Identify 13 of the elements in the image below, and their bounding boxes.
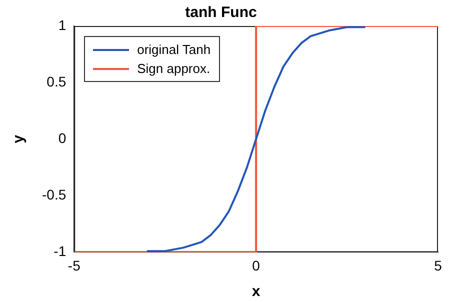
y-tick-label: -0.5 [42, 186, 66, 203]
x-tick-label: -5 [68, 257, 81, 274]
y-tick-label: 0.5 [46, 73, 66, 90]
legend-label: Sign approx. [137, 61, 210, 76]
x-tick-label: 5 [434, 257, 442, 274]
y-tick-label: 0 [58, 130, 66, 146]
y-tick-label: -1 [54, 243, 66, 260]
chart-title: tanh Func [185, 4, 257, 22]
x-tick-label: 0 [252, 257, 260, 274]
legend-label: original Tanh [137, 42, 211, 57]
x-axis-title: x [252, 283, 261, 300]
y-axis-title: y [10, 134, 28, 144]
y-tick-label: 1 [58, 16, 66, 33]
